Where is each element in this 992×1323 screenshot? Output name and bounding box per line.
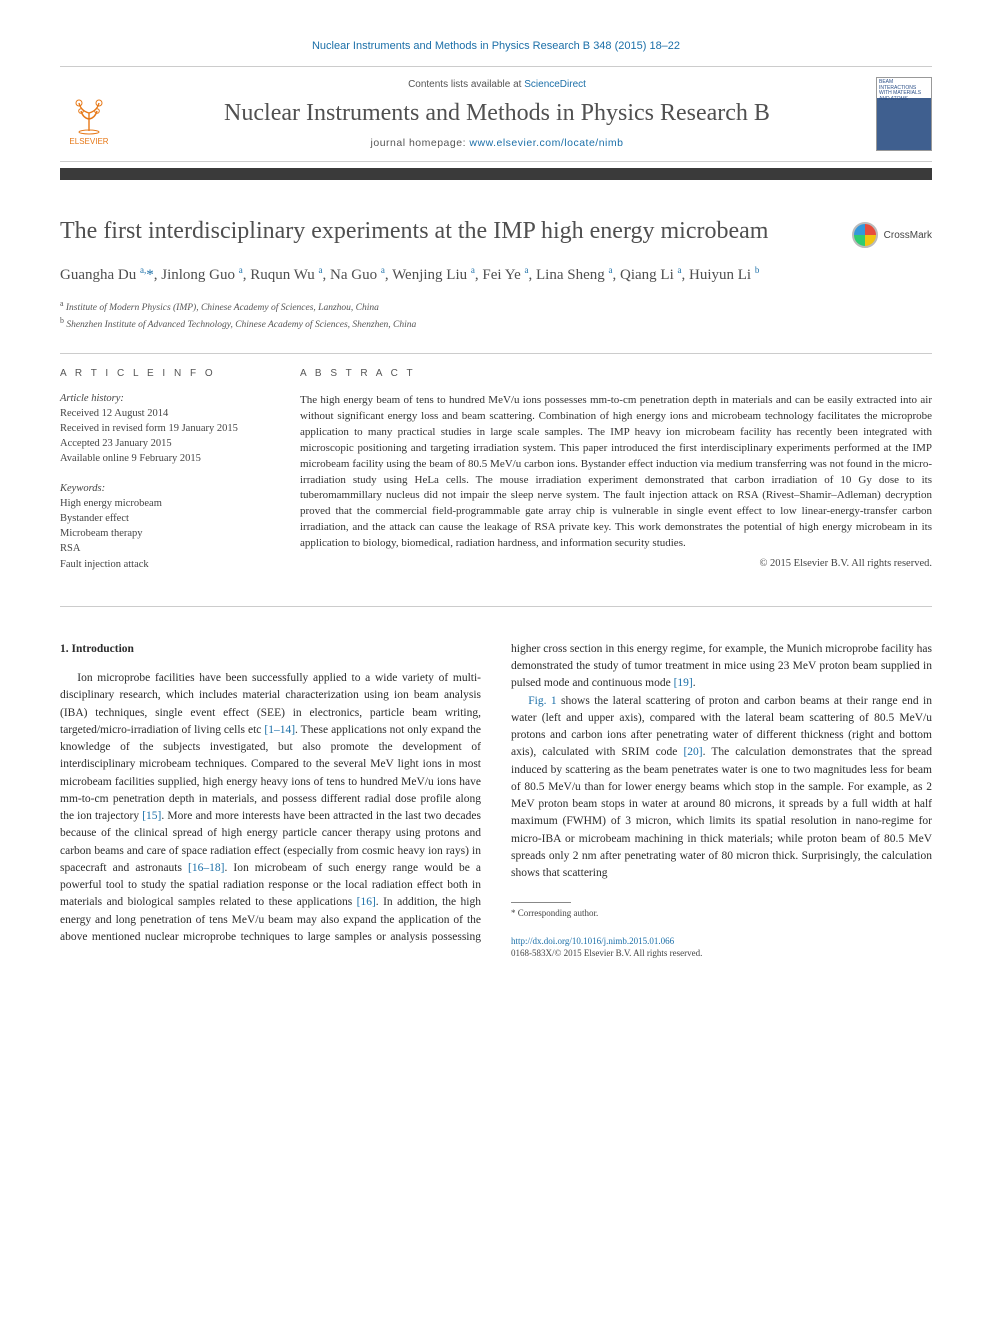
- abstract-heading: A B S T R A C T: [300, 368, 932, 379]
- footnote-block: * Corresponding author. http://dx.doi.or…: [511, 902, 932, 960]
- elsevier-logo: ELSEVIER: [60, 82, 118, 146]
- journal-title: Nuclear Instruments and Methods in Physi…: [130, 100, 864, 127]
- section-1-heading: 1. Introduction: [60, 641, 481, 658]
- body-para-3: Fig. 1 shows the lateral scattering of p…: [511, 693, 932, 883]
- elsevier-tree-icon: [67, 91, 111, 135]
- ref-16-18[interactable]: [16–18]: [188, 862, 224, 874]
- crossmark-badge[interactable]: CrossMark: [852, 222, 932, 248]
- fig-1-ref[interactable]: Fig. 1: [528, 695, 556, 707]
- citation-line: Nuclear Instruments and Methods in Physi…: [60, 40, 932, 52]
- corresponding-footnote: * Corresponding author.: [511, 907, 932, 921]
- abstract-text: The high energy beam of tens to hundred …: [300, 393, 932, 552]
- body-columns: 1. Introduction Ion microprobe facilitie…: [60, 641, 932, 960]
- keywords-block: Keywords: High energy microbeamBystander…: [60, 483, 270, 572]
- contents-line: Contents lists available at ScienceDirec…: [130, 79, 864, 90]
- rule-bottom: [60, 606, 932, 607]
- affiliation-b: b Shenzhen Institute of Advanced Technol…: [60, 315, 932, 332]
- copyright-line: © 2015 Elsevier B.V. All rights reserved…: [300, 558, 932, 569]
- journal-cover-thumb: BEAM INTERACTIONS WITH MATERIALS AND ATO…: [876, 77, 932, 151]
- footer-block: http://dx.doi.org/10.1016/j.nimb.2015.01…: [511, 935, 932, 960]
- sciencedirect-link[interactable]: ScienceDirect: [524, 79, 586, 90]
- keywords-label: Keywords:: [60, 483, 270, 494]
- homepage-link[interactable]: www.elsevier.com/locate/nimb: [469, 137, 623, 149]
- journal-band: ELSEVIER Contents lists available at Sci…: [60, 66, 932, 162]
- author-list: Guangha Du a,*, Jinlong Guo a, Ruqun Wu …: [60, 264, 932, 286]
- issn-line: 0168-583X/© 2015 Elsevier B.V. All right…: [511, 948, 702, 958]
- footnote-rule: [511, 902, 571, 903]
- keywords-lines: High energy microbeamBystander effectMic…: [60, 496, 270, 572]
- affiliation-a: a Institute of Modern Physics (IMP), Chi…: [60, 298, 932, 315]
- article-title: The first interdisciplinary experiments …: [60, 216, 832, 246]
- affiliations: a Institute of Modern Physics (IMP), Chi…: [60, 298, 932, 333]
- homepage-prefix: journal homepage:: [371, 137, 470, 149]
- article-info-col: A R T I C L E I N F O Article history: R…: [60, 368, 270, 588]
- contents-prefix: Contents lists available at: [408, 79, 524, 90]
- journal-center: Contents lists available at ScienceDirec…: [130, 79, 864, 149]
- article-info-heading: A R T I C L E I N F O: [60, 368, 270, 379]
- crossmark-icon: [852, 222, 878, 248]
- ref-1-14[interactable]: [1–14]: [264, 724, 295, 736]
- homepage-line: journal homepage: www.elsevier.com/locat…: [130, 137, 864, 149]
- history-label: Article history:: [60, 393, 270, 404]
- ref-15[interactable]: [15]: [142, 810, 161, 822]
- ref-19[interactable]: [19]: [674, 677, 693, 689]
- dark-bar: [60, 168, 932, 180]
- elsevier-label: ELSEVIER: [69, 137, 108, 146]
- ref-20[interactable]: [20]: [683, 746, 702, 758]
- crossmark-label: CrossMark: [884, 230, 932, 241]
- history-lines: Received 12 August 2014Received in revis…: [60, 406, 270, 467]
- ref-16[interactable]: [16]: [357, 896, 376, 908]
- meta-row: A R T I C L E I N F O Article history: R…: [60, 354, 932, 606]
- doi-link[interactable]: http://dx.doi.org/10.1016/j.nimb.2015.01…: [511, 936, 674, 946]
- article-history: Article history: Received 12 August 2014…: [60, 393, 270, 467]
- abstract-col: A B S T R A C T The high energy beam of …: [300, 368, 932, 588]
